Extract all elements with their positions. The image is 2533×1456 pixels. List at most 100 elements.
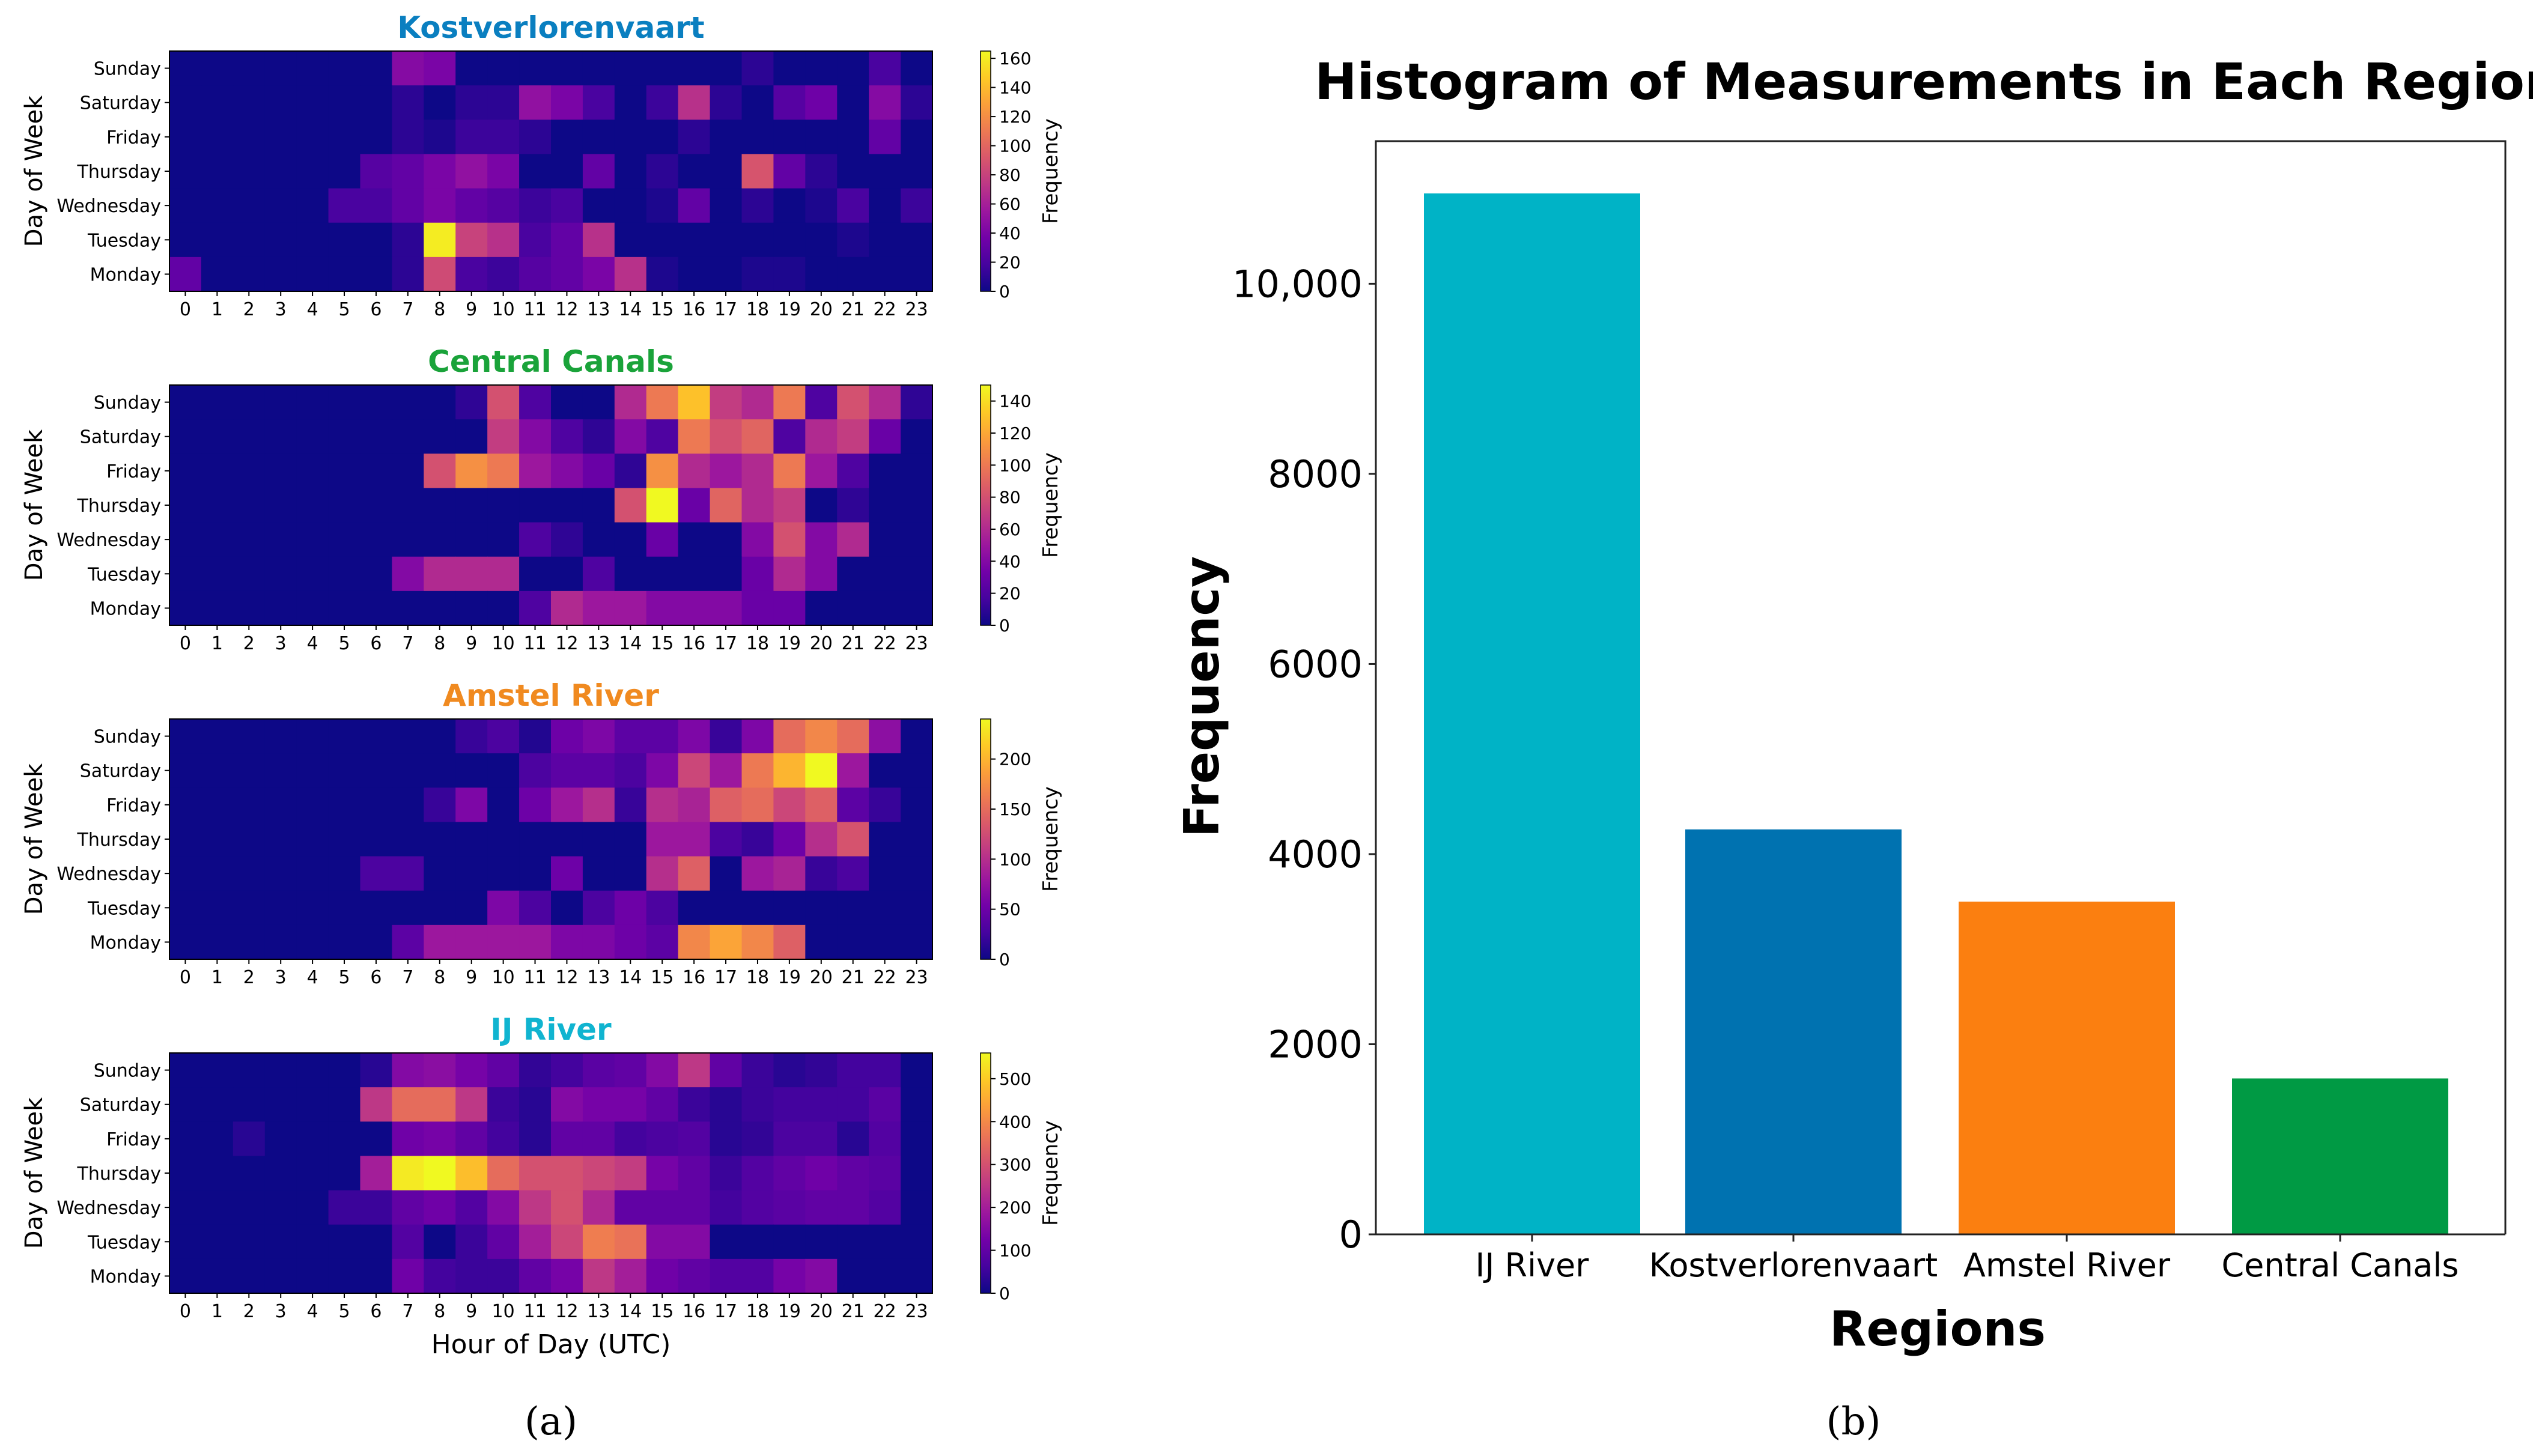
heatmap-cell <box>773 1258 806 1294</box>
heatmap-cell <box>678 1156 711 1191</box>
heatmap-cell <box>360 188 393 223</box>
y-tick-label: 8000 <box>1268 452 1363 496</box>
heatmap-cell <box>805 85 838 120</box>
heatmap-cell <box>805 590 838 626</box>
heatmap-cell <box>551 856 583 891</box>
colorbar-label: Frequency <box>1039 786 1063 892</box>
heatmap-cell <box>741 753 774 788</box>
heatmap-cell <box>837 453 869 489</box>
heatmap-cell <box>741 154 774 189</box>
heatmap-cell <box>233 753 266 788</box>
heatmap-cell <box>392 1190 424 1225</box>
heatmap-cell <box>582 85 615 120</box>
heatmap-cell <box>296 120 329 155</box>
heatmap-cell <box>264 154 297 189</box>
x-tick-label: 16 <box>683 967 705 988</box>
heatmap-cell <box>901 120 933 155</box>
heatmap-cell <box>837 590 869 626</box>
heatmap-cell <box>519 822 552 857</box>
heatmap-cell <box>741 1258 774 1294</box>
heatmap-cell <box>869 120 901 155</box>
heatmap-cell <box>837 1224 869 1260</box>
heatmap-cell <box>455 856 488 891</box>
heatmap-cell <box>710 120 743 155</box>
colorbar-tick-label: 100 <box>999 136 1031 156</box>
chart-title: Histogram of Measurements in Each Region <box>1315 52 2533 111</box>
heatmap-cell <box>741 1156 774 1191</box>
y-tick-label: Sunday <box>94 393 161 414</box>
heatmap-cell <box>392 385 424 420</box>
y-tick-label: Thursday <box>77 496 162 517</box>
heatmap-cell <box>901 753 933 788</box>
heatmap-cell <box>614 590 647 626</box>
heatmap-cell <box>360 453 393 489</box>
y-tick-label: Monday <box>90 932 161 953</box>
x-tick-label: 1 <box>211 967 223 988</box>
heatmap-cell <box>455 1121 488 1157</box>
heatmap-cell <box>678 924 711 960</box>
heatmap-cell <box>424 1190 456 1225</box>
x-tick-label: 11 <box>523 633 546 654</box>
heatmap-cell <box>201 256 234 292</box>
heatmap-cell <box>869 256 901 292</box>
x-tick-label: 22 <box>874 633 896 654</box>
heatmap-cell <box>328 1087 361 1122</box>
heatmap-cell <box>710 822 743 857</box>
heatmap-cell <box>392 1224 424 1260</box>
heatmap-cell <box>805 890 838 926</box>
heatmap-cell <box>360 120 393 155</box>
heatmap-cell <box>837 1087 869 1122</box>
x-tick-label: 8 <box>434 299 445 320</box>
heatmap-cell <box>614 1258 647 1294</box>
heatmap-cell <box>264 385 297 420</box>
x-tick-label: 0 <box>180 633 191 654</box>
heatmap-cell <box>487 51 520 86</box>
heatmap-cell <box>169 419 202 454</box>
heatmap-cell <box>741 822 774 857</box>
heatmap-cell <box>519 924 552 960</box>
x-tick-label: Amstel River <box>1963 1246 2171 1284</box>
heatmap-cell <box>487 753 520 788</box>
heatmap-cell <box>646 488 679 523</box>
x-tick-label: 16 <box>683 299 705 320</box>
y-tick-label: Tuesday <box>87 898 161 919</box>
heatmap-cell <box>392 556 424 592</box>
heatmap-cell <box>710 753 743 788</box>
heatmap-cell <box>646 85 679 120</box>
heatmap-cell <box>455 522 488 557</box>
heatmap-cell <box>487 1156 520 1191</box>
heatmap-cell <box>741 1121 774 1157</box>
heatmap-cell <box>360 522 393 557</box>
heatmap-cell <box>296 1156 329 1191</box>
heatmap-cell <box>551 154 583 189</box>
heatmap-cell <box>424 719 456 754</box>
y-tick-label: Saturday <box>80 427 161 448</box>
heatmap-cell <box>169 222 202 258</box>
x-tick-label: 14 <box>619 967 642 988</box>
heatmap-cell <box>169 1258 202 1294</box>
heatmap-cell <box>678 385 711 420</box>
heatmap-cell <box>678 1258 711 1294</box>
heatmap-cell <box>233 488 266 523</box>
heatmap-cell <box>773 453 806 489</box>
heatmap-cell <box>264 556 297 592</box>
heatmap-cell <box>646 1053 679 1088</box>
heatmap-cell <box>360 85 393 120</box>
heatmap-cell <box>487 188 520 223</box>
heatmap-cell <box>455 924 488 960</box>
heatmap-cell <box>869 924 901 960</box>
heatmap-cell <box>233 188 266 223</box>
heatmap-cell <box>296 1190 329 1225</box>
heatmap-cell <box>837 856 869 891</box>
heatmap-cell <box>455 753 488 788</box>
heatmap-cell <box>328 556 361 592</box>
heatmap-cell <box>741 1190 774 1225</box>
heatmap-cell <box>582 419 615 454</box>
heatmap-cell <box>519 856 552 891</box>
heatmap-cell <box>360 1258 393 1294</box>
heatmap-cell <box>424 1258 456 1294</box>
heatmap-cell <box>710 488 743 523</box>
heatmap-cell <box>201 924 234 960</box>
heatmap-cell <box>424 188 456 223</box>
heatmap-cell <box>837 256 869 292</box>
